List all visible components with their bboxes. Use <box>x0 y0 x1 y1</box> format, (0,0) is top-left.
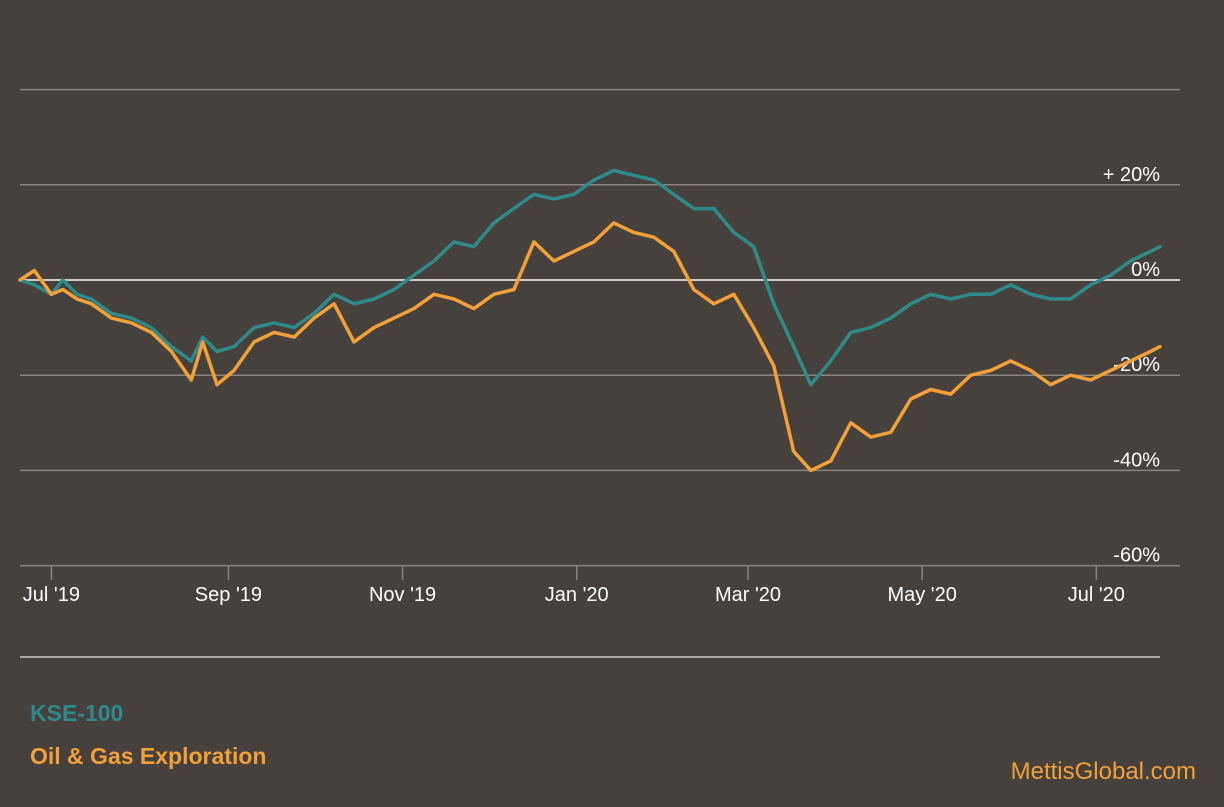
x-tick-label: Mar '20 <box>715 584 781 606</box>
y-axis: + 20% 0% -20% -40% -60% <box>1103 164 1160 567</box>
x-tick-label: Jan '20 <box>545 584 609 606</box>
y-tick-label: -60% <box>1113 545 1160 567</box>
x-axis: Jul '19 Sep '19 Nov '19 Jan '20 Mar '20 May '… <box>23 566 1125 606</box>
series-line-kse100 <box>18 168 1162 387</box>
legend-kse100: KSE-100 <box>30 700 124 726</box>
x-tick-label: Jul '20 <box>1068 584 1125 606</box>
brand-watermark: MettisGlobal.com <box>1010 758 1196 785</box>
x-tick-label: Sep '19 <box>195 584 262 606</box>
series-lines <box>18 168 1162 473</box>
series-line-oil-gas <box>18 221 1162 473</box>
x-tick-label: May '20 <box>887 584 956 606</box>
legend-oil-gas-exploration: Oil & Gas Exploration <box>30 743 267 769</box>
y-tick-label: 0% <box>1131 259 1160 281</box>
y-tick-label: + 20% <box>1103 164 1160 186</box>
y-tick-label: -40% <box>1113 449 1160 471</box>
y-tick-label: -20% <box>1113 354 1160 376</box>
x-tick-label: Jul '19 <box>23 584 80 606</box>
x-tick-label: Nov '19 <box>369 584 436 606</box>
